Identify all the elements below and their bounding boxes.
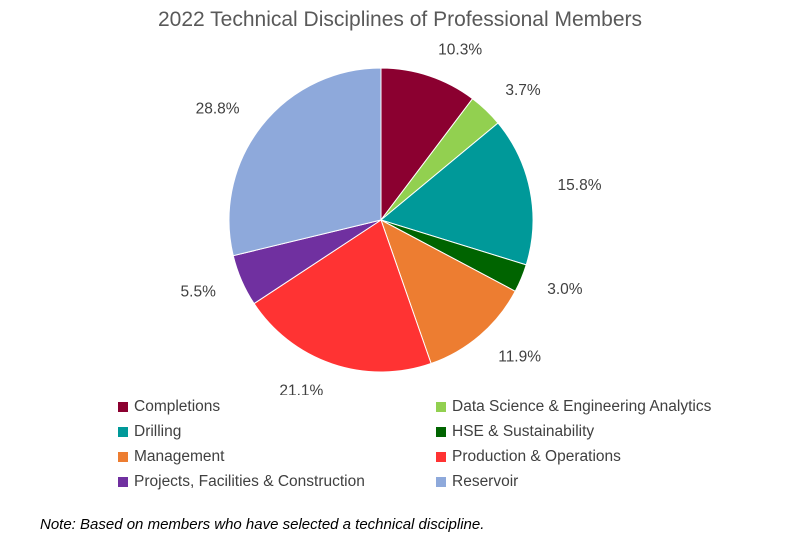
data-label-3: 3.0% [547, 281, 583, 298]
legend-label: Management [134, 447, 225, 465]
legend-swatch [118, 476, 128, 487]
legend-label: Reservoir [452, 472, 519, 490]
pie-slice-7 [228, 67, 382, 257]
legend-item: Data Science & Engineering Analytics [436, 397, 758, 416]
data-label-1: 3.7% [505, 82, 541, 99]
legend-label: Completions [134, 397, 221, 415]
pie-chart: 10.3% 3.7% 15.8% 3.0% 11.9% 21.1% 5.5% 28.8% [181, 41, 602, 395]
data-label-0: 10.3% [438, 41, 482, 58]
legend-label: Data Science & Engineering Analytics [452, 397, 712, 415]
legend-swatch [118, 426, 128, 437]
chart-title: 2022 Technical Disciplines of Profession… [157, 8, 642, 31]
chart-legend: Completions Data Science & Engineering An… [118, 397, 758, 491]
data-label-2: 15.8% [558, 177, 602, 194]
legend-item: Reservoir [436, 472, 758, 491]
legend-label: HSE & Sustainability [452, 422, 595, 440]
legend-swatch [118, 401, 128, 412]
legend-item: Completions [118, 397, 436, 416]
legend-label: Projects, Facilities & Construction [134, 472, 365, 490]
data-label-7: 28.8% [196, 101, 240, 118]
pie-slice-4 [380, 218, 516, 365]
data-label-6: 5.5% [181, 284, 217, 301]
pie-slices [228, 67, 534, 373]
pie-labels: 10.3% 3.7% 15.8% 3.0% 11.9% 21.1% 5.5% 28.8% [181, 41, 602, 395]
legend-swatch [436, 426, 446, 437]
legend-item: HSE & Sustainability [436, 422, 758, 441]
legend-swatch [118, 451, 128, 462]
data-label-4: 11.9% [498, 349, 541, 366]
legend-item: Production & Operations [436, 447, 758, 466]
legend-item: Management [118, 447, 436, 466]
legend-item: Drilling [118, 422, 436, 441]
legend-swatch [436, 451, 446, 462]
legend-swatch [436, 401, 446, 412]
footnote: Note: Based on members who have selected… [40, 516, 485, 533]
legend-label: Drilling [134, 422, 182, 440]
data-label-5: 21.1% [279, 382, 323, 395]
legend-swatch [436, 476, 446, 487]
pie-slice-5 [253, 219, 432, 373]
pie-slice-2 [379, 122, 534, 266]
pie-slice-0 [380, 67, 474, 222]
legend-label: Production & Operations [452, 447, 621, 465]
legend-item: Projects, Facilities & Construction [118, 472, 436, 491]
